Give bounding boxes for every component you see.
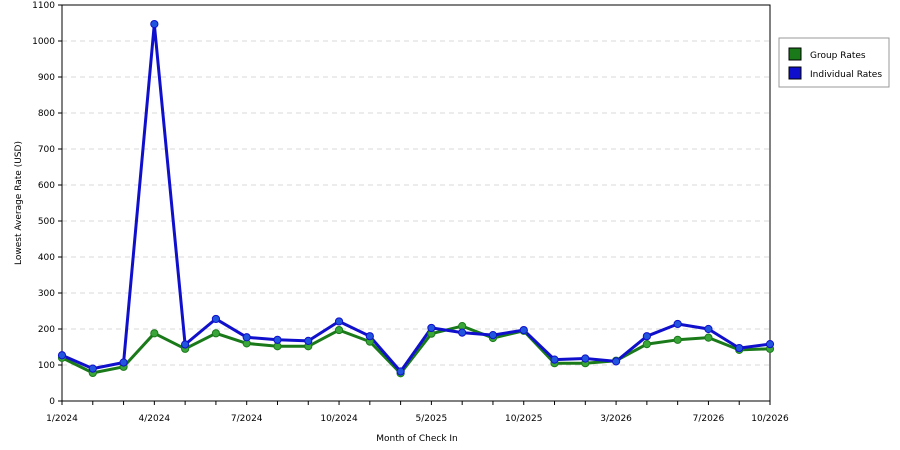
- x-tick-label: 10/2024: [320, 414, 358, 424]
- individual-rates-point: [765, 340, 775, 349]
- axes: 0 100 200 300 400 500 600 700 800 900 1000 1100 1/20…: [32, 1, 789, 424]
- individual-rates-legend-swatch: [788, 66, 802, 80]
- series-markers: [57, 19, 775, 378]
- individual-rates-point: [119, 358, 128, 367]
- individual-rates-point: [304, 336, 313, 345]
- individual-rates-point: [458, 328, 467, 337]
- x-tick-label: 10/2025: [505, 414, 542, 424]
- group-rates-point: [642, 340, 651, 349]
- individual-rates-point: [242, 333, 251, 342]
- individual-rates-point: [181, 340, 190, 349]
- legend: Group Rates Individual Rates: [778, 37, 890, 88]
- individual-rates-point: [365, 332, 374, 341]
- individual-rates-point: [273, 335, 282, 344]
- y-tick-label: 600: [38, 181, 55, 191]
- individual-rates-point: [581, 354, 590, 363]
- individual-rates-point: [642, 332, 651, 341]
- x-tick-label: 7/2026: [693, 414, 725, 424]
- y-axis-title: Lowest Average Rate (USD): [14, 141, 24, 265]
- x-tick-label: 1/2024: [46, 414, 78, 424]
- group-rates-point: [704, 333, 713, 342]
- individual-rates-point: [396, 367, 405, 376]
- y-tick-label: 100: [38, 361, 55, 371]
- group-rates-legend-label: Group Rates: [810, 51, 866, 61]
- x-tick-label: 4/2024: [139, 414, 171, 424]
- plot-frame: [61, 4, 771, 402]
- group-rates-point: [673, 335, 682, 344]
- x-tick-label: 10/2026: [751, 414, 789, 424]
- x-axis-title: Month of Check In: [376, 434, 458, 444]
- x-tick-label: 3/2026: [600, 414, 632, 424]
- individual-rates-legend-label: Individual Rates: [810, 70, 882, 80]
- series-lines: [61, 22, 771, 375]
- individual-rates-point: [704, 324, 713, 334]
- y-tick-label: 0: [49, 397, 55, 407]
- grid-lines: [62, 40, 770, 366]
- individual-rates-point: [673, 319, 682, 329]
- individual-rates-line: [61, 22, 771, 373]
- individual-rates-point: [611, 357, 621, 366]
- group-rates-point: [334, 325, 344, 335]
- x-tick-label: 5/2025: [416, 414, 448, 424]
- individual-rates-point: [211, 314, 221, 324]
- individual-rates-point: [519, 325, 528, 335]
- group-rates-legend-swatch: [788, 47, 802, 61]
- individual-rates-point: [88, 364, 97, 373]
- individual-rates-point: [427, 323, 436, 333]
- individual-rates-point: [550, 355, 559, 364]
- y-tick-label: 200: [38, 325, 55, 335]
- y-tick-label: 700: [38, 145, 55, 155]
- y-tick-label: 500: [38, 217, 55, 227]
- y-tick-label: 300: [38, 289, 55, 299]
- y-tick-label: 400: [38, 253, 55, 263]
- y-tick-label: 900: [38, 73, 55, 83]
- y-tick-label: 1100: [32, 1, 55, 11]
- group-rates-point: [150, 329, 159, 338]
- individual-rates-point: [150, 19, 159, 29]
- y-tick-label: 1000: [32, 37, 55, 47]
- group-rates-point: [211, 329, 221, 338]
- individual-rates-point: [57, 351, 67, 360]
- individual-rates-point: [334, 317, 344, 326]
- group-rates-line: [61, 324, 771, 375]
- individual-rates-point: [488, 331, 498, 340]
- x-tick-label: 7/2024: [231, 414, 263, 424]
- y-tick-label: 800: [38, 109, 55, 119]
- individual-rates-point: [735, 343, 744, 353]
